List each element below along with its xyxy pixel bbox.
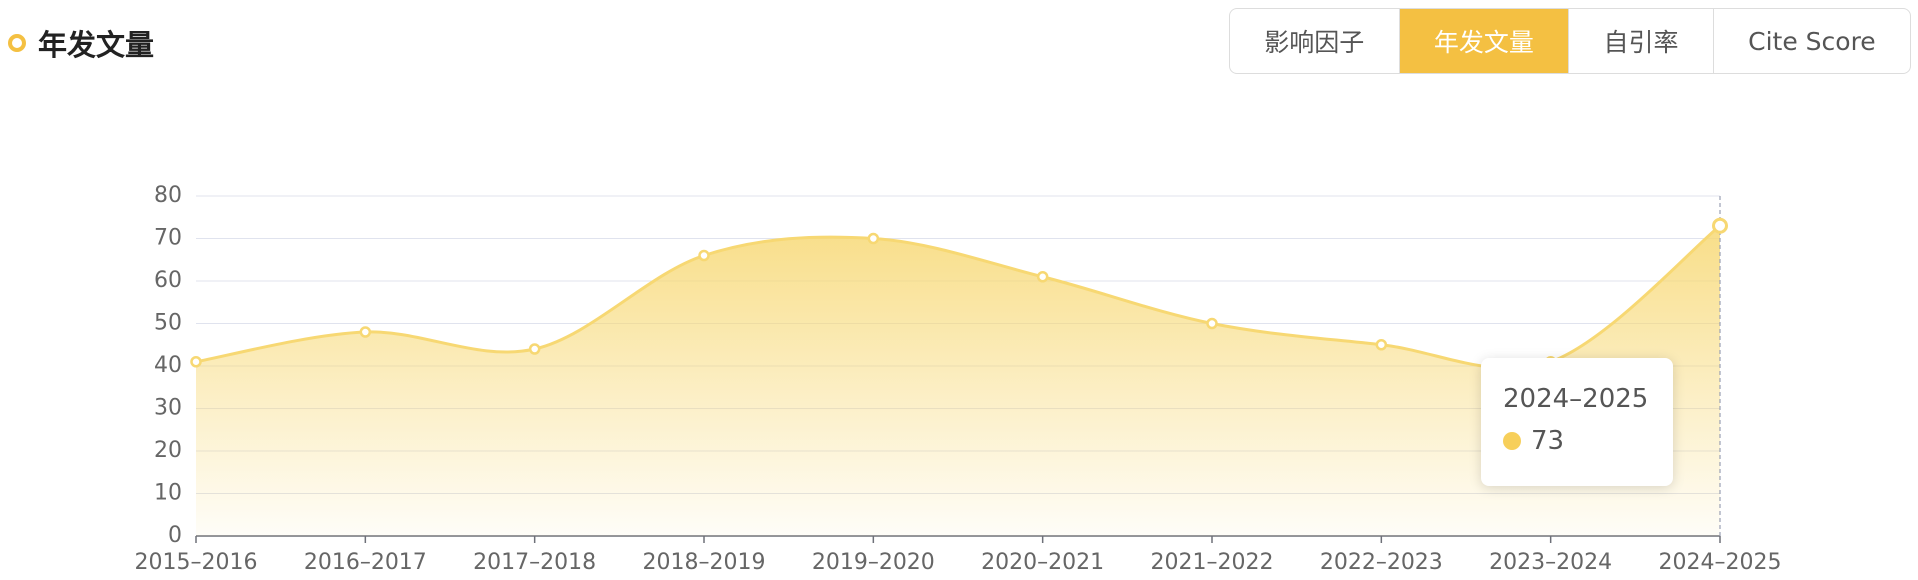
x-tick-label: 2021–2022 — [1151, 550, 1274, 575]
tab[interactable]: 影响因子 — [1264, 28, 1365, 57]
line — [195, 224, 1721, 370]
point — [698, 249, 710, 262]
y-tick-label: 30 — [154, 396, 182, 421]
point — [1206, 317, 1218, 330]
x-tick-label: 2018–2019 — [643, 550, 766, 575]
x-tick-label: 2020–2021 — [981, 550, 1104, 575]
y-tick-label: 70 — [154, 226, 182, 251]
x-tick-label: 2023–2024 — [1489, 550, 1612, 575]
point — [359, 326, 372, 338]
y-tick-label: 40 — [154, 353, 182, 378]
x-tick-label: 2019–2020 — [812, 550, 935, 575]
point — [1036, 271, 1049, 283]
tab[interactable]: 自引率 — [1568, 9, 1713, 73]
x-tick-label: 2017–2018 — [473, 550, 596, 575]
tooltip-dot — [1503, 432, 1521, 450]
tooltip-value: 73 — [1531, 426, 1565, 456]
title-icon — [8, 34, 26, 52]
x-tick-label: 2015–2016 — [135, 550, 258, 575]
y-tick-label: 0 — [168, 523, 182, 548]
tooltip-row: 73 — [1503, 426, 1651, 456]
tooltip-category: 2024–2025 — [1503, 384, 1649, 414]
tab[interactable]: Cite Score — [1712, 9, 1910, 73]
point — [1712, 217, 1728, 234]
title-text: 年发文量 — [38, 28, 155, 62]
point — [528, 343, 541, 355]
x-tick-label: 2022–2023 — [1320, 550, 1443, 575]
point — [1375, 339, 1388, 351]
tab-bar: 影响因子 年发文量 自引率 Cite Score — [1229, 8, 1911, 74]
y-tick-label: 10 — [154, 481, 182, 506]
point — [190, 356, 202, 368]
y-tick-label: 80 — [154, 183, 182, 208]
area-fill — [196, 225, 1720, 536]
tab[interactable]: 年发文量 — [1398, 9, 1569, 73]
tooltip: 2024–2025 73 — [1481, 358, 1673, 486]
section-title: 年发文量 — [8, 22, 154, 64]
y-tick-label: 20 — [154, 438, 182, 463]
x-tick-label: 2024–2025 — [1659, 550, 1782, 575]
y-tick-label: 60 — [154, 268, 182, 293]
point — [867, 232, 880, 245]
x-tick-label: 2016–2017 — [304, 550, 427, 575]
y-tick-label: 50 — [154, 311, 182, 336]
